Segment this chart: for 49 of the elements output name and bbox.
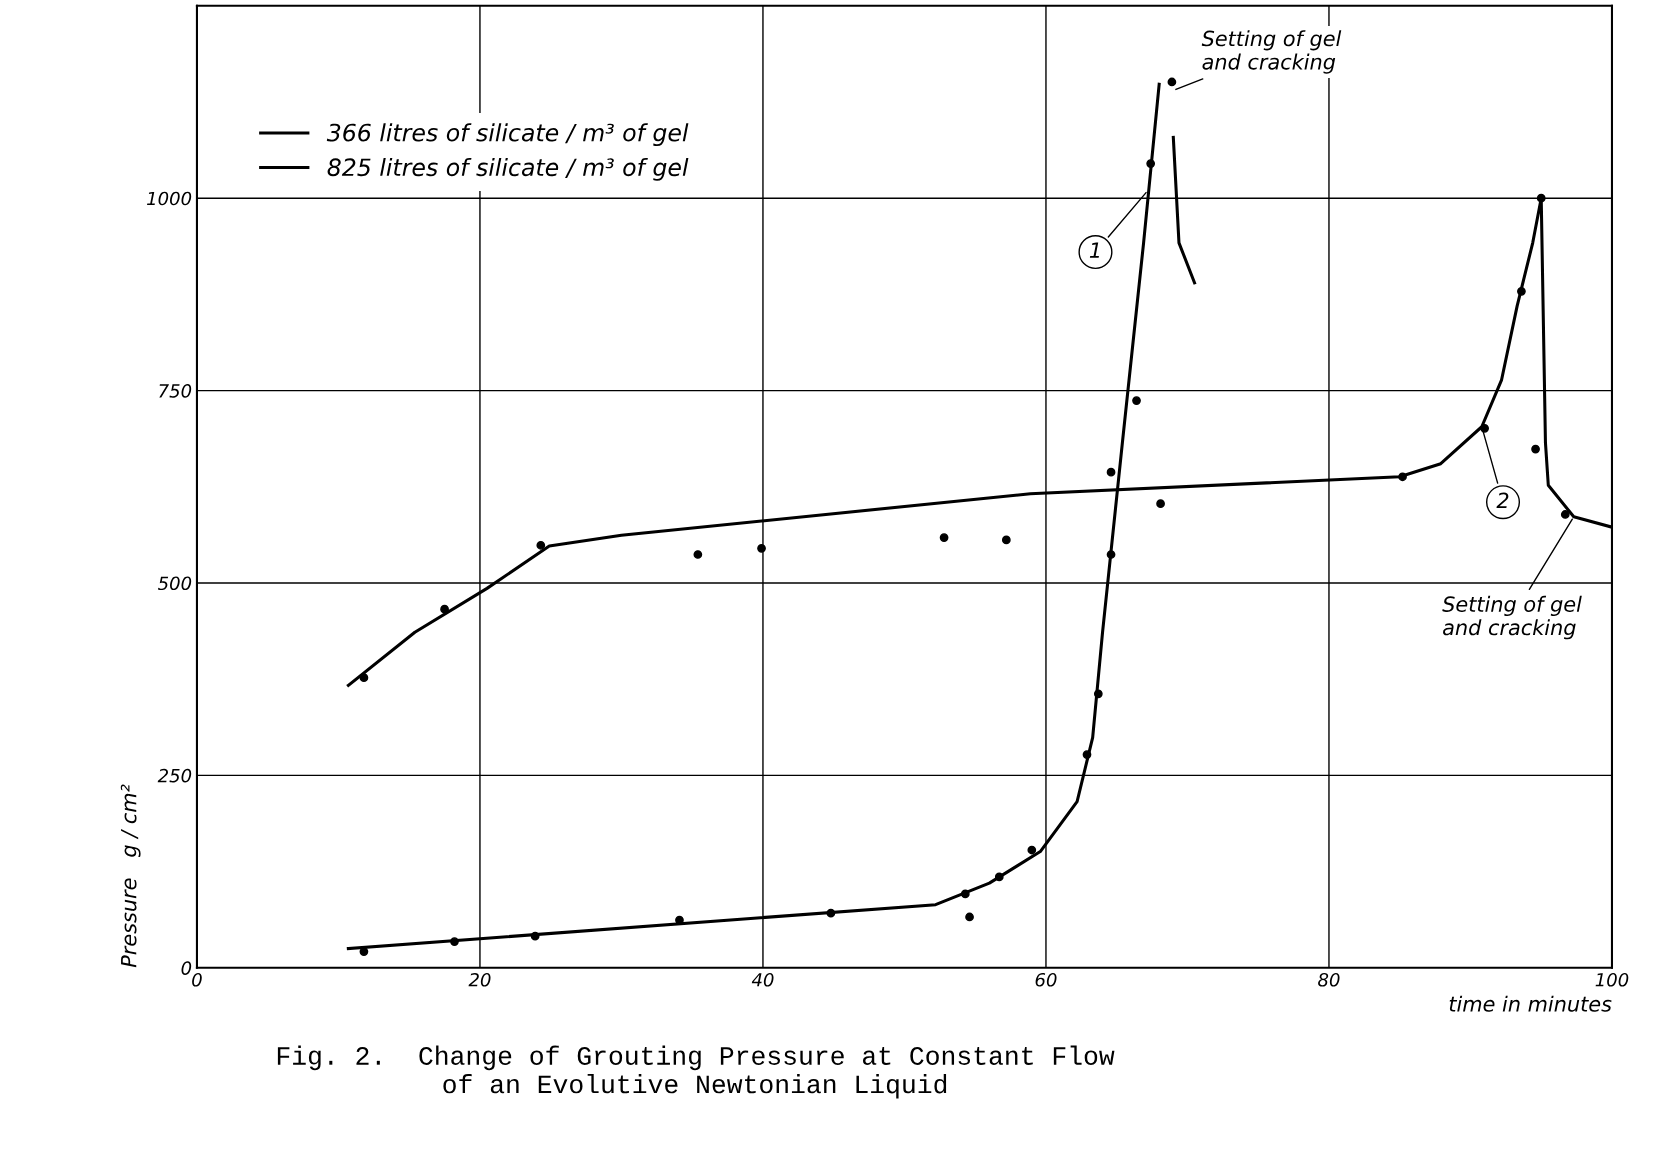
point — [960, 889, 970, 899]
point — [1082, 750, 1092, 759]
point — [1156, 499, 1165, 509]
x-tick-label: 100 — [1595, 972, 1629, 987]
text: Fig. 2. Change of Grouting Pressure at Constant Flow of an Evolutive Newtonian Liquid — [277, 1045, 1115, 1099]
point — [1132, 396, 1141, 405]
y-tick-label: 250 — [157, 768, 192, 783]
legend-label: 366 litres of silicate / m³ of gel — [326, 123, 689, 147]
y-tick-label: 750 — [159, 384, 192, 398]
point — [1480, 423, 1489, 433]
point — [1398, 472, 1407, 482]
y-tick-label: 1000 — [147, 191, 192, 206]
point — [1536, 193, 1546, 203]
point — [1517, 286, 1526, 296]
point — [450, 937, 459, 946]
point — [939, 533, 949, 542]
legend-label: 825 litres of silicate / m³ of gel — [327, 157, 689, 181]
annotation: 2 — [1496, 492, 1509, 508]
point — [1093, 689, 1103, 699]
annotation: 1 — [1089, 242, 1099, 258]
point — [693, 550, 703, 559]
point — [440, 604, 449, 614]
x-tick-label: 20 — [468, 972, 491, 987]
x-tick-label: 40 — [751, 972, 774, 987]
point — [1106, 467, 1116, 477]
y-tick-label: 0 — [181, 961, 192, 975]
annotation: Setting of gel and cracking — [1201, 30, 1342, 74]
y-tick-label: 500 — [157, 576, 192, 591]
point — [1560, 510, 1570, 519]
point — [359, 947, 369, 956]
point — [994, 872, 1004, 882]
y-axis-title: Pressure g / cm² — [120, 784, 141, 968]
x-tick-label: 60 — [1035, 972, 1057, 987]
point — [826, 908, 836, 918]
point — [1001, 535, 1011, 545]
point — [965, 912, 974, 922]
x-axis-title: time in minutes — [1449, 995, 1612, 1012]
point — [1146, 159, 1156, 168]
annotation: Setting of gel and cracking — [1442, 595, 1582, 640]
point — [1106, 550, 1116, 559]
point — [530, 931, 540, 941]
point — [1027, 845, 1037, 855]
point — [359, 673, 369, 683]
x-tick-label: 80 — [1318, 972, 1340, 987]
point — [757, 543, 766, 553]
point — [1531, 444, 1540, 454]
point — [1167, 77, 1177, 87]
x-tick-label: 0 — [192, 972, 202, 987]
point — [536, 540, 546, 550]
